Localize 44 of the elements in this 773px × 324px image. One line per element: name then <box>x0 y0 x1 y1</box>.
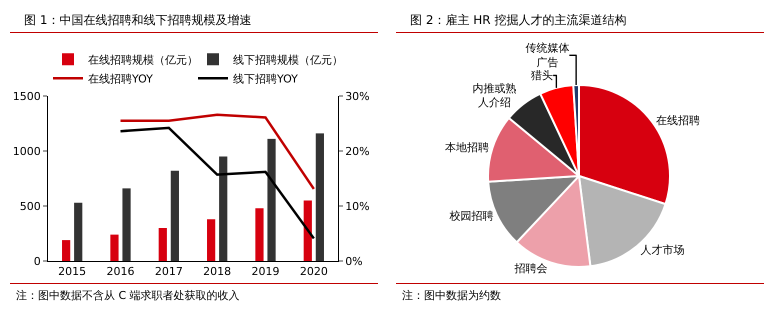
x-tick-label: 2016 <box>106 265 134 278</box>
chart-title: 图 1：中国在线招聘和线下招聘规模及增速 <box>10 0 378 33</box>
slice-label: 本地招聘 <box>445 140 490 154</box>
bar <box>170 170 179 261</box>
bar <box>316 133 324 261</box>
x-tick-label: 2015 <box>58 265 86 278</box>
y-tick-label: 1000 <box>12 144 41 158</box>
y2-tick-label: 30% <box>345 90 370 103</box>
legend-label: 在线招聘YOY <box>88 72 154 86</box>
bar <box>304 200 312 261</box>
x-tick-label: 2020 <box>300 265 328 278</box>
bar <box>122 188 131 261</box>
slice-label: 人才市场 <box>640 243 684 256</box>
x-tick-label: 2017 <box>154 265 183 278</box>
y-tick-label: 0 <box>34 254 41 268</box>
bar <box>255 208 264 261</box>
bar <box>110 234 119 261</box>
bar <box>207 219 216 261</box>
legend-label: 线下招聘YOY <box>233 72 298 86</box>
legend-label: 线下招聘规模（亿元） <box>233 53 343 66</box>
slice-label: 内推或熟人介绍 <box>472 82 516 110</box>
slice-label: 招聘会 <box>514 262 548 275</box>
slice-label: 传统媒体广告 <box>525 42 570 69</box>
y-tick-label: 500 <box>20 200 41 213</box>
y2-tick-label: 10% <box>345 200 370 213</box>
slice-label: 猎头 <box>531 68 554 82</box>
bar <box>219 156 228 261</box>
x-tick-label: 2019 <box>252 265 280 278</box>
bar <box>62 240 70 261</box>
y2-tick-label: 20% <box>345 144 370 158</box>
legend-label: 在线招聘规模（亿元） <box>88 53 198 66</box>
bar <box>158 228 167 261</box>
line-series <box>119 113 316 190</box>
bar <box>267 138 276 261</box>
text: 注：图中数据为约数 <box>402 288 502 303</box>
bar <box>74 202 82 261</box>
chart-title: 图 2：雇主 HR 挖掘人才的主流渠道结构 <box>396 0 764 33</box>
slice-label: 在线招聘 <box>656 114 700 127</box>
text: 注：图中数据不含从 C 端求职者处获取的收入 <box>16 288 241 303</box>
y-tick-label: 1500 <box>12 90 41 103</box>
slice-label: 校园招聘 <box>448 209 494 222</box>
y2-tick-label: 0% <box>345 254 363 268</box>
line-series <box>119 126 316 240</box>
x-tick-label: 2018 <box>203 265 232 278</box>
